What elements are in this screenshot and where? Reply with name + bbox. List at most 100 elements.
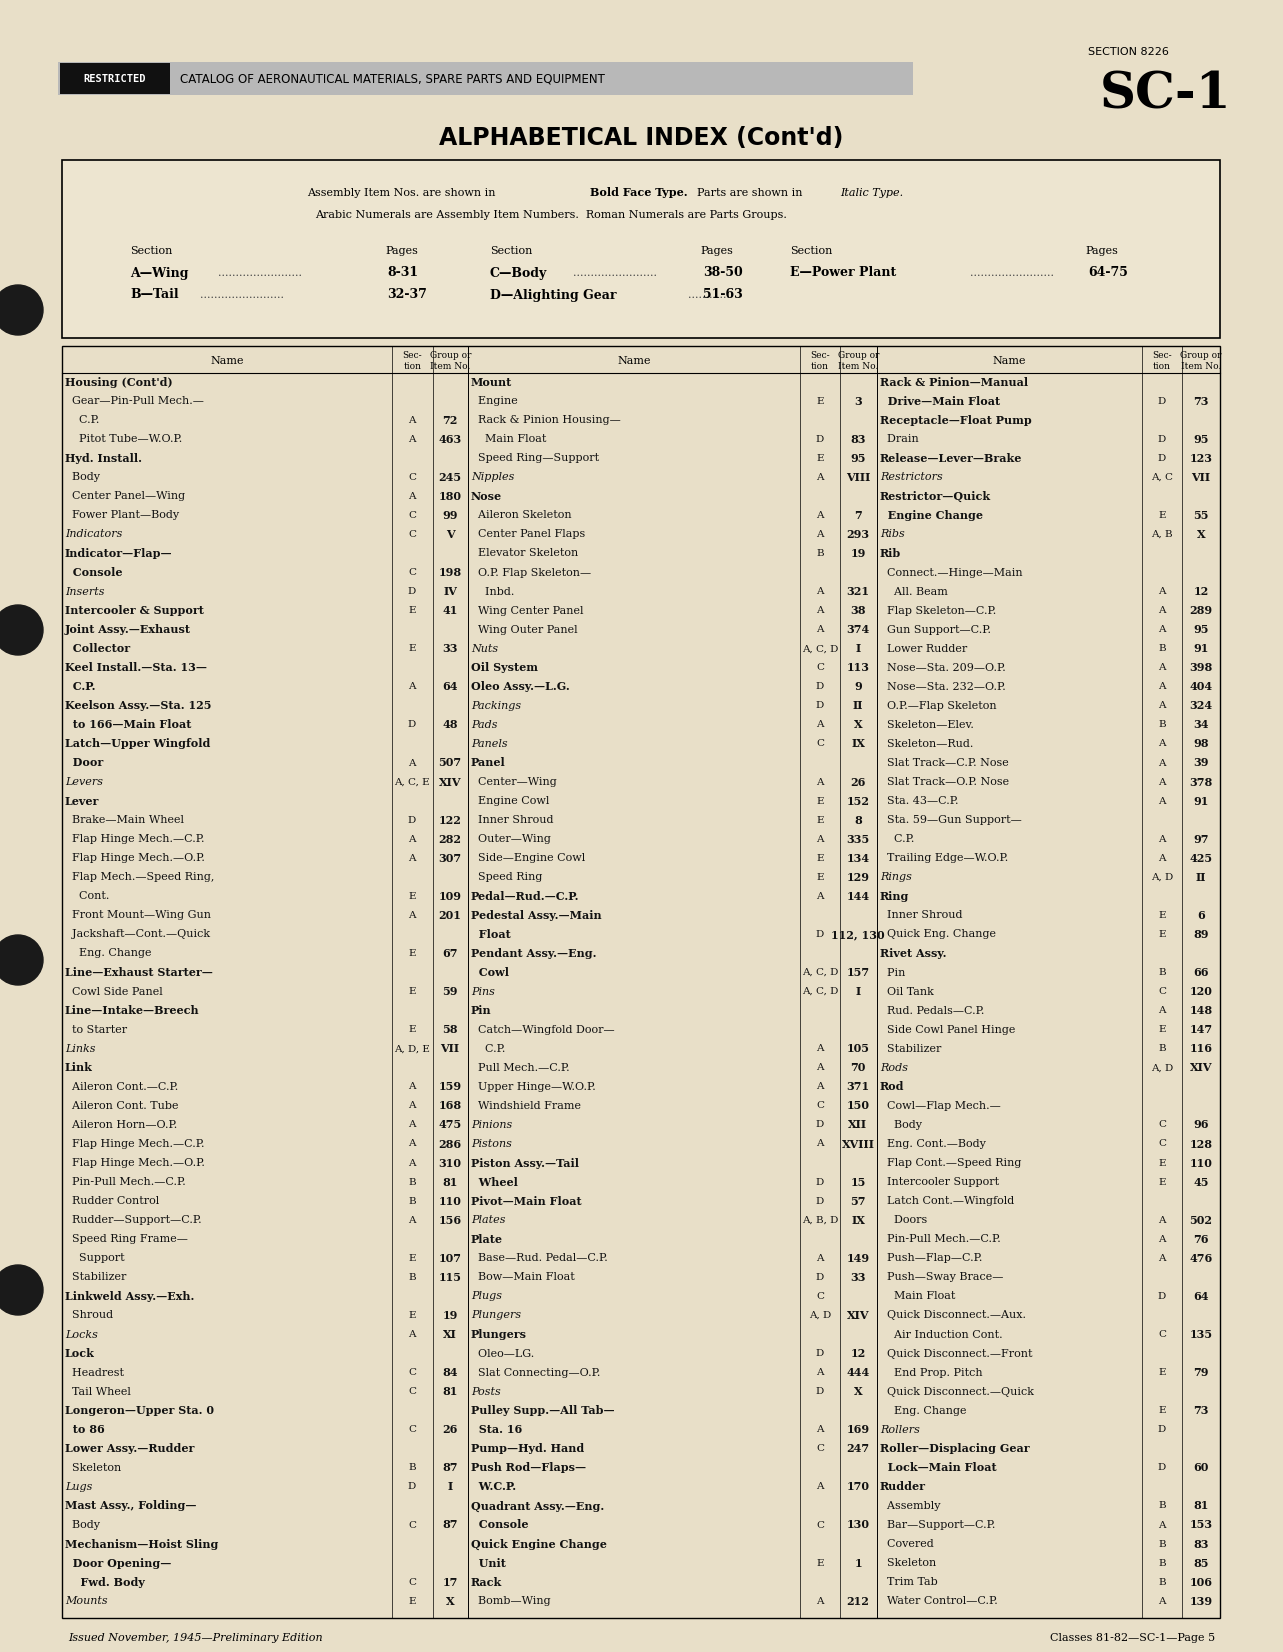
Text: Eng. Cont.—Body: Eng. Cont.—Body xyxy=(880,1138,985,1150)
Text: E: E xyxy=(1159,510,1166,520)
Text: Pull Mech.—C.P.: Pull Mech.—C.P. xyxy=(471,1062,570,1072)
Circle shape xyxy=(0,1265,44,1315)
Text: 87: 87 xyxy=(443,1462,458,1474)
Text: A: A xyxy=(1159,1234,1166,1244)
Text: E: E xyxy=(816,816,824,824)
Text: II: II xyxy=(853,700,863,712)
Text: Push Rod—Flaps—: Push Rod—Flaps— xyxy=(471,1462,586,1474)
Text: 147: 147 xyxy=(1189,1024,1212,1036)
Text: 67: 67 xyxy=(443,948,458,960)
Text: C: C xyxy=(1159,988,1166,996)
Text: D: D xyxy=(816,1196,824,1206)
Text: XIV: XIV xyxy=(847,1310,870,1322)
Text: C.P.: C.P. xyxy=(471,1044,506,1054)
Text: Plungers: Plungers xyxy=(471,1328,527,1340)
Text: B: B xyxy=(1159,1044,1166,1054)
Text: Air Induction Cont.: Air Induction Cont. xyxy=(880,1330,1002,1340)
Text: Rack: Rack xyxy=(471,1576,502,1588)
Text: A, C: A, C xyxy=(1151,472,1173,482)
Text: 48: 48 xyxy=(443,719,458,730)
Text: Engine: Engine xyxy=(471,396,518,406)
Text: Body: Body xyxy=(65,472,100,482)
Text: Lower Assy.—Rudder: Lower Assy.—Rudder xyxy=(65,1444,195,1454)
Text: Upper Hinge—W.O.P.: Upper Hinge—W.O.P. xyxy=(471,1082,595,1092)
Text: Flap Hinge Mech.—O.P.: Flap Hinge Mech.—O.P. xyxy=(65,852,205,864)
Text: A: A xyxy=(816,510,824,520)
Text: VII: VII xyxy=(1192,472,1211,482)
Text: D: D xyxy=(408,816,416,824)
Text: Skeleton: Skeleton xyxy=(880,1558,937,1568)
Text: Levers: Levers xyxy=(65,776,103,786)
Text: 110: 110 xyxy=(1189,1158,1212,1168)
Text: A: A xyxy=(408,1216,416,1224)
Text: A: A xyxy=(816,720,824,730)
Text: CATALOG OF AERONAUTICAL MATERIALS, SPARE PARTS AND EQUIPMENT: CATALOG OF AERONAUTICAL MATERIALS, SPARE… xyxy=(180,73,604,84)
Text: C: C xyxy=(408,568,416,577)
Text: V: V xyxy=(445,529,454,540)
Text: C: C xyxy=(816,1292,824,1300)
Text: 83: 83 xyxy=(851,434,866,444)
Text: Wing Center Panel: Wing Center Panel xyxy=(471,606,584,616)
Text: Name: Name xyxy=(993,355,1026,367)
Text: B: B xyxy=(1159,968,1166,976)
Text: 33: 33 xyxy=(851,1272,866,1284)
Text: XIV: XIV xyxy=(1189,1062,1212,1074)
Text: E: E xyxy=(1159,930,1166,938)
Text: 310: 310 xyxy=(439,1158,462,1168)
Text: 169: 169 xyxy=(847,1424,870,1436)
Text: Nuts: Nuts xyxy=(471,644,498,654)
Text: A: A xyxy=(816,892,824,900)
Text: 91: 91 xyxy=(1193,643,1209,654)
Text: Flap Hinge Mech.—C.P.: Flap Hinge Mech.—C.P. xyxy=(65,834,204,844)
Text: 106: 106 xyxy=(1189,1576,1212,1588)
Text: 112, 130: 112, 130 xyxy=(831,928,885,940)
Text: Latch—Upper Wingfold: Latch—Upper Wingfold xyxy=(65,738,210,750)
Text: Windshield Frame: Windshield Frame xyxy=(471,1100,581,1110)
Text: 144: 144 xyxy=(847,890,870,902)
Text: Mast Assy., Folding—: Mast Assy., Folding— xyxy=(65,1500,196,1512)
Text: C: C xyxy=(816,1444,824,1454)
Text: to 166—Main Float: to 166—Main Float xyxy=(65,719,191,730)
Text: Plugs: Plugs xyxy=(471,1292,502,1302)
Text: Mounts: Mounts xyxy=(65,1596,108,1606)
Text: Sta. 43—C.P.: Sta. 43—C.P. xyxy=(880,796,958,806)
Text: A: A xyxy=(408,758,416,768)
Text: 371: 371 xyxy=(847,1082,870,1092)
Text: Bow—Main Float: Bow—Main Float xyxy=(471,1272,575,1282)
Text: XII: XII xyxy=(848,1120,867,1130)
Text: A: A xyxy=(1159,778,1166,786)
Text: Flap Hinge Mech.—O.P.: Flap Hinge Mech.—O.P. xyxy=(65,1158,205,1168)
Text: Section: Section xyxy=(790,246,833,256)
Text: C: C xyxy=(408,1388,416,1396)
Text: 95: 95 xyxy=(1193,624,1209,634)
Text: Oil System: Oil System xyxy=(471,662,538,674)
Text: Doors: Doors xyxy=(880,1216,928,1226)
Text: 26: 26 xyxy=(851,776,866,788)
Text: E: E xyxy=(816,872,824,882)
Text: 51-63: 51-63 xyxy=(703,289,743,302)
Text: A: A xyxy=(816,1082,824,1092)
Text: SC-1: SC-1 xyxy=(1100,71,1232,119)
Text: D: D xyxy=(1157,1464,1166,1472)
Text: Main Float: Main Float xyxy=(471,434,547,444)
Text: E: E xyxy=(816,796,824,806)
Text: All. Beam: All. Beam xyxy=(880,586,948,596)
Text: Sta. 59—Gun Support—: Sta. 59—Gun Support— xyxy=(880,814,1021,824)
Text: Parts are shown in: Parts are shown in xyxy=(690,188,806,198)
Text: 83: 83 xyxy=(1193,1538,1209,1550)
Text: I: I xyxy=(856,643,861,654)
Text: 152: 152 xyxy=(847,796,870,806)
Text: 19: 19 xyxy=(443,1310,458,1322)
Text: Italic Type.: Italic Type. xyxy=(840,188,903,198)
Text: D: D xyxy=(816,1178,824,1186)
Text: Rudder: Rudder xyxy=(880,1482,926,1492)
Text: A, D: A, D xyxy=(808,1312,831,1320)
Text: 444: 444 xyxy=(847,1368,870,1378)
Text: Gear—Pin-Pull Mech.—: Gear—Pin-Pull Mech.— xyxy=(65,396,204,406)
Text: D: D xyxy=(816,1120,824,1130)
Text: 34: 34 xyxy=(1193,719,1209,730)
Text: A: A xyxy=(1159,662,1166,672)
Text: Bomb—Wing: Bomb—Wing xyxy=(471,1596,550,1606)
Text: Ribs: Ribs xyxy=(880,529,905,540)
Text: 99: 99 xyxy=(443,510,458,520)
